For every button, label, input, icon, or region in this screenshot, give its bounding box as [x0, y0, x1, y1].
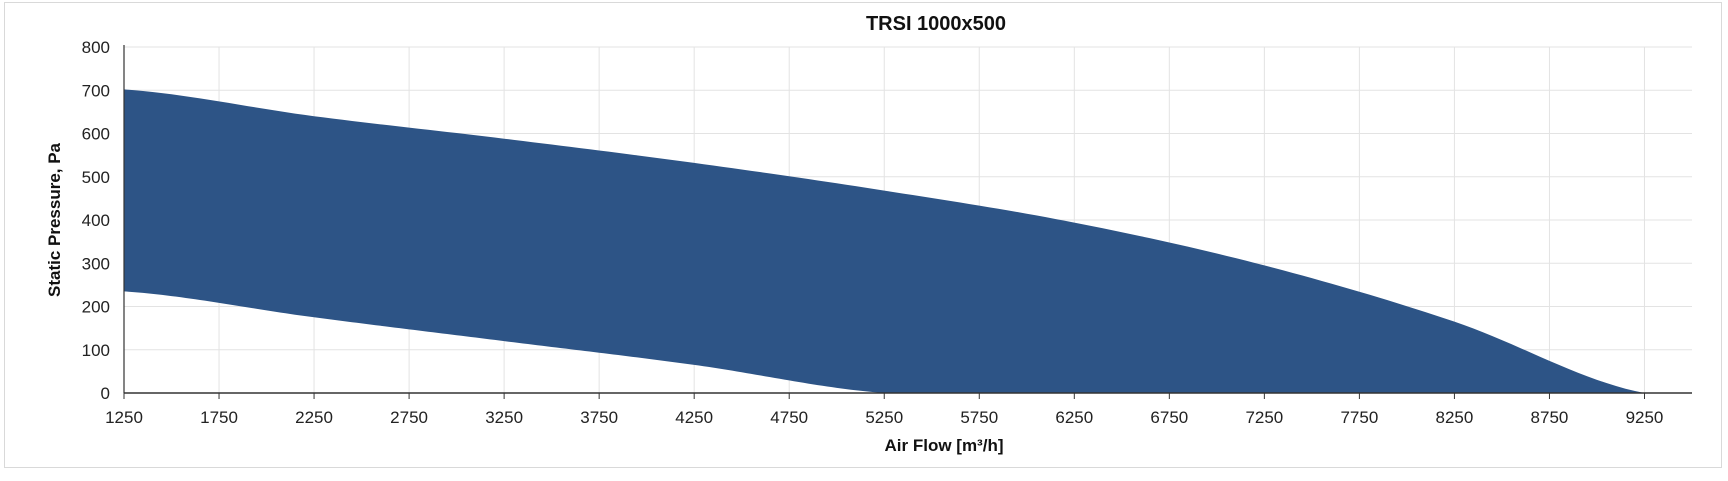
axes [123, 45, 1692, 399]
x-tick-label: 8250 [1436, 408, 1474, 427]
x-axis-label: Air Flow [m³/h] [885, 436, 1004, 455]
x-tick-label: 3250 [485, 408, 523, 427]
x-tick-label: 5250 [865, 408, 903, 427]
y-tick-label: 800 [82, 38, 110, 57]
x-tick-label: 9250 [1626, 408, 1664, 427]
x-tick-label: 1750 [200, 408, 238, 427]
x-tick-label: 6750 [1150, 408, 1188, 427]
y-tick-label: 400 [82, 211, 110, 230]
x-tick-label: 2250 [295, 408, 333, 427]
x-tick-label: 5750 [960, 408, 998, 427]
x-tick-label: 7750 [1340, 408, 1378, 427]
x-tick-label: 8750 [1531, 408, 1569, 427]
tick-labels: 0 100 200 300 400 500 600 700 800 1250 1750 2250 275… [82, 38, 1664, 427]
y-tick-label: 0 [101, 384, 110, 403]
operating-area [124, 89, 1645, 393]
chart-title: TRSI 1000x500 [866, 13, 1006, 35]
x-tick-label: 6250 [1055, 408, 1093, 427]
y-tick-label: 300 [82, 254, 110, 273]
y-tick-label: 500 [82, 168, 110, 187]
x-tick-label: 7250 [1245, 408, 1283, 427]
x-tick-label: 4750 [770, 408, 808, 427]
x-tick-label: 3750 [580, 408, 618, 427]
y-axis-label: Static Pressure, Pa [45, 142, 64, 297]
y-tick-label: 700 [82, 81, 110, 100]
x-tick-label: 2750 [390, 408, 428, 427]
y-tick-label: 200 [82, 298, 110, 317]
y-tick-label: 600 [82, 125, 110, 144]
x-tick-label: 1250 [105, 408, 143, 427]
y-tick-label: 100 [82, 341, 110, 360]
x-tick-label: 4250 [675, 408, 713, 427]
